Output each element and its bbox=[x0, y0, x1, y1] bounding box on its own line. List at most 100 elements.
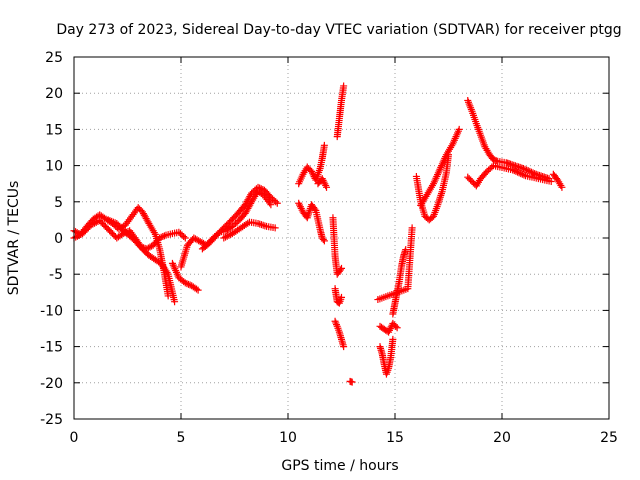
data-point bbox=[455, 125, 463, 133]
data-point bbox=[393, 324, 401, 332]
data-point bbox=[389, 335, 397, 343]
series-arc-f bbox=[198, 183, 281, 253]
x-tick-label: 0 bbox=[70, 430, 79, 446]
data-point-interp bbox=[193, 285, 201, 293]
data-point-interp bbox=[392, 322, 400, 330]
data-point bbox=[340, 82, 348, 90]
data-point-interp bbox=[488, 163, 496, 171]
data-point-interp bbox=[517, 170, 525, 178]
x-axis-label: GPS time / hours bbox=[281, 458, 398, 474]
series-arc-x bbox=[549, 170, 566, 191]
data-point-interp bbox=[157, 233, 165, 241]
data-point bbox=[519, 164, 527, 172]
y-tick-label: 10 bbox=[45, 159, 63, 175]
data-point bbox=[171, 298, 179, 306]
data-point bbox=[340, 343, 348, 351]
data-point bbox=[408, 224, 416, 232]
data-point bbox=[156, 234, 164, 242]
data-point bbox=[558, 183, 566, 191]
y-tick-label: -20 bbox=[40, 376, 63, 392]
series-arc-e bbox=[177, 187, 275, 271]
series-arc-j bbox=[314, 175, 331, 191]
y-tick-label: -5 bbox=[49, 267, 63, 283]
data-point bbox=[194, 286, 202, 294]
y-axis-label: SDTVAR / TECUs bbox=[6, 181, 22, 296]
data-point-interp bbox=[184, 280, 192, 288]
y-tick-label: -25 bbox=[40, 412, 63, 428]
data-point-interp bbox=[512, 167, 520, 175]
series-arc-l bbox=[331, 285, 345, 307]
x-tick-label: 5 bbox=[177, 430, 186, 446]
series-arc-k bbox=[329, 214, 345, 278]
data-point bbox=[509, 166, 517, 174]
series-arc-s bbox=[374, 224, 416, 304]
y-tick-label: 25 bbox=[45, 50, 63, 66]
y-tick-label: 15 bbox=[45, 122, 63, 138]
data-point-interp bbox=[146, 243, 154, 251]
data-point bbox=[320, 237, 328, 245]
data-point-interp bbox=[319, 235, 327, 243]
series-arc-c bbox=[104, 216, 189, 253]
y-tick-label: 5 bbox=[54, 195, 63, 211]
data-point-interp bbox=[272, 198, 280, 206]
x-tick-label: 25 bbox=[600, 430, 618, 446]
grid-lines bbox=[74, 57, 609, 419]
data-point bbox=[267, 201, 275, 209]
data-point-interp bbox=[159, 233, 167, 241]
data-point bbox=[338, 293, 345, 301]
series-arc-g bbox=[220, 218, 279, 242]
data-point-interp bbox=[109, 218, 117, 226]
data-point-interp bbox=[244, 219, 252, 227]
data-points bbox=[70, 82, 566, 386]
data-point bbox=[515, 169, 523, 177]
data-point-interp bbox=[529, 169, 537, 177]
data-point bbox=[271, 224, 279, 232]
data-point bbox=[323, 183, 331, 191]
data-point-interp bbox=[333, 321, 341, 329]
series-arc-o bbox=[346, 377, 356, 386]
data-point-interp bbox=[180, 233, 188, 241]
data-point bbox=[104, 216, 112, 224]
data-point-interp bbox=[514, 168, 522, 176]
data-point-interp bbox=[183, 280, 191, 288]
y-tick-label: 0 bbox=[54, 231, 63, 247]
series-arc-i bbox=[295, 199, 328, 245]
data-point bbox=[254, 183, 262, 191]
data-point-interp bbox=[332, 319, 340, 327]
data-point-interp bbox=[257, 185, 265, 193]
data-point-interp bbox=[311, 205, 319, 213]
data-point bbox=[181, 279, 189, 287]
data-point bbox=[348, 378, 356, 386]
data-point bbox=[320, 141, 328, 149]
x-tick-label: 20 bbox=[493, 430, 511, 446]
data-point bbox=[331, 317, 339, 325]
data-point-interp bbox=[510, 167, 518, 175]
y-tick-label: -10 bbox=[40, 303, 63, 319]
series-arc-v bbox=[464, 96, 553, 183]
tick-labels: 0 5 10 15 20 25 -25 -20 -15 -10 -5 0 5 10 15 20 25 bbox=[40, 50, 618, 446]
data-point-interp bbox=[108, 217, 116, 225]
x-tick-label: 15 bbox=[386, 430, 404, 446]
data-point-interp bbox=[256, 184, 264, 192]
data-point-interp bbox=[106, 217, 114, 225]
series-arc-q bbox=[376, 335, 397, 378]
data-point bbox=[547, 178, 555, 186]
data-point bbox=[181, 234, 189, 242]
data-point-interp bbox=[160, 232, 168, 240]
series-arc-w bbox=[464, 162, 555, 190]
data-point-interp bbox=[336, 266, 344, 274]
series-arc-n bbox=[333, 82, 348, 141]
series-arc-u bbox=[417, 125, 463, 209]
data-point-interp bbox=[518, 170, 526, 178]
data-point-interp bbox=[523, 166, 531, 174]
series-arc-m bbox=[331, 317, 348, 351]
data-point-interp bbox=[163, 269, 171, 277]
data-point bbox=[338, 264, 345, 272]
plot-frame bbox=[73, 56, 610, 420]
series-arc-h bbox=[295, 141, 328, 188]
data-point-interp bbox=[520, 171, 528, 179]
y-tick-label: -15 bbox=[40, 340, 63, 356]
y-tick-label: 20 bbox=[45, 86, 63, 102]
series-arc-d bbox=[168, 259, 202, 294]
